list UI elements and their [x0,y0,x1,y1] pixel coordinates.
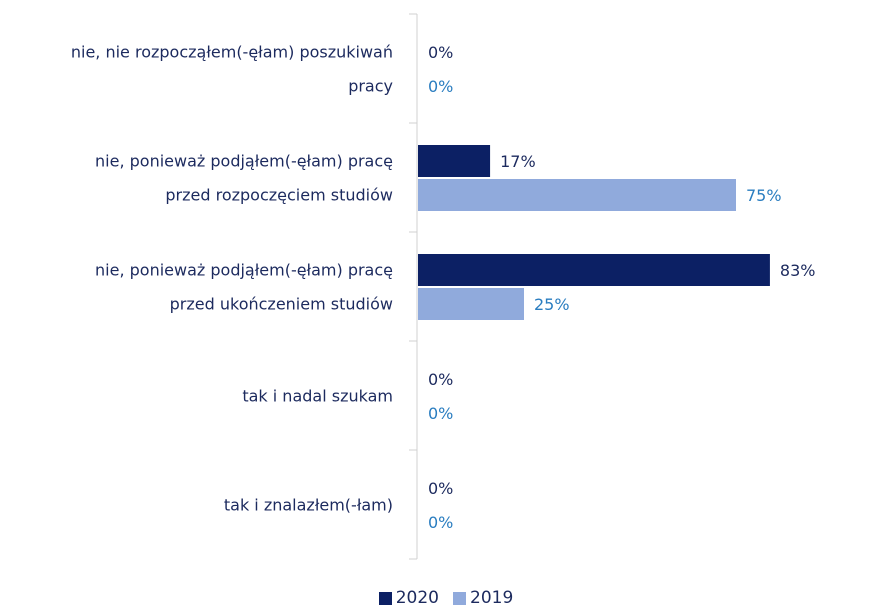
bar-chart: nie, nie rozpocząłem(-ęłam) poszukiwań pr… [71,13,816,560]
category-label: tak i znalazłem(-łam) [224,496,393,515]
category-label: tak i nadal szukam [242,387,393,406]
legend: 2020 2019 [0,588,892,608]
data-label-2019: 25% [534,295,570,314]
data-label-2019: 0% [428,513,453,532]
bar-2020 [418,145,491,177]
bar-2019 [418,179,736,211]
data-label-2020: 0% [428,479,453,498]
data-label-2019: 0% [428,77,453,96]
data-label-2019: 75% [746,186,782,205]
legend-swatch-2020 [378,591,392,605]
data-label-2020: 0% [428,43,453,62]
legend-item-2020: 2020 [378,588,439,608]
category-label: nie, nie rozpocząłem(-ęłam) poszukiwań pr… [71,43,393,96]
legend-swatch-2019 [453,591,466,605]
data-label-2019: 0% [428,404,453,423]
bar-2019 [418,288,524,320]
category-label: nie, ponieważ podjąłem(-ęłam) pracę przed… [95,261,393,314]
data-label-2020: 83% [780,261,816,280]
legend-item-2019: 2019 [453,588,513,608]
bar-2020 [418,254,770,286]
legend-label-2019: 2019 [470,588,514,608]
data-label-2020: 17% [500,152,536,171]
legend-label-2020: 2020 [395,588,439,608]
data-label-2020: 0% [428,370,453,389]
category-label: nie, ponieważ podjąłem(-ęłam) pracę przed… [95,152,393,205]
